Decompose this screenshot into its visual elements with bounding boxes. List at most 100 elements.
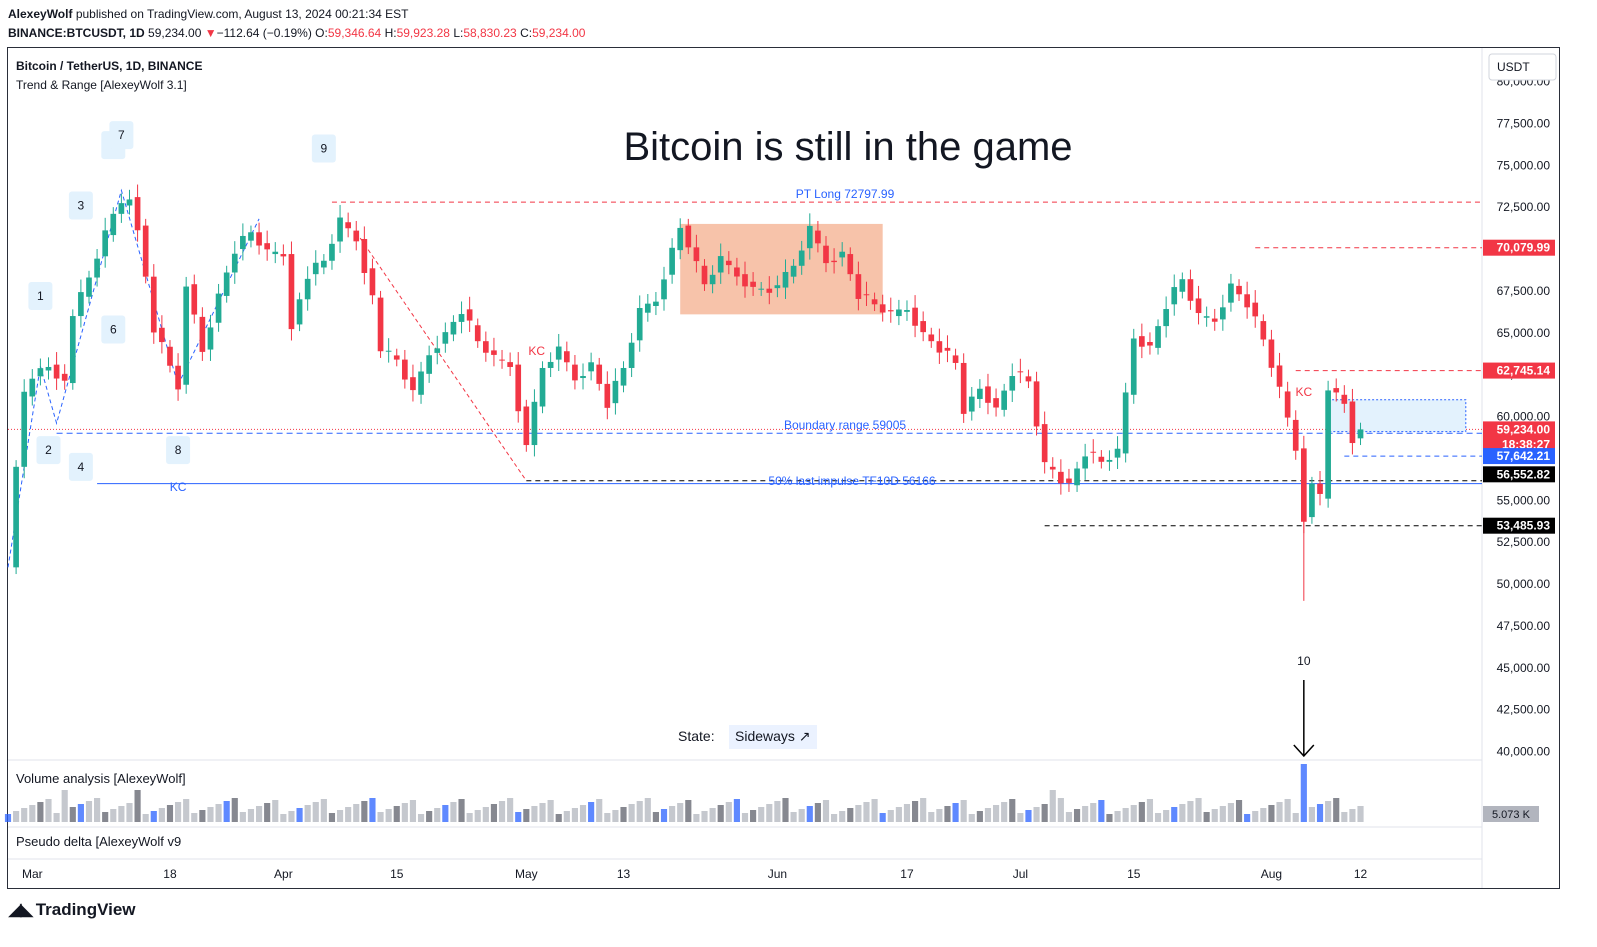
volume-bar[interactable] <box>385 809 392 822</box>
candle-body[interactable] <box>1187 279 1194 301</box>
candle-body[interactable] <box>912 307 918 326</box>
wave-path[interactable] <box>7 188 260 568</box>
volume-bar[interactable] <box>887 810 894 822</box>
candle-body[interactable] <box>985 386 991 403</box>
volume-bar[interactable] <box>1252 811 1259 822</box>
volume-bar[interactable] <box>1114 811 1121 822</box>
candle-body[interactable] <box>304 278 311 300</box>
volume-bar[interactable] <box>231 798 238 822</box>
candle-body[interactable] <box>693 247 700 262</box>
volume-bar[interactable] <box>409 800 417 822</box>
volume-bar[interactable] <box>426 811 433 822</box>
candle-body[interactable] <box>1025 376 1032 382</box>
volume-bar[interactable] <box>1268 805 1275 822</box>
candle-body[interactable] <box>393 355 400 360</box>
volume-bar[interactable] <box>29 805 36 822</box>
candle-body[interactable] <box>612 380 619 404</box>
volume-bar[interactable] <box>782 798 789 822</box>
volume-bar[interactable] <box>758 807 765 822</box>
volume-bar[interactable] <box>693 814 700 822</box>
candle-body[interactable] <box>766 288 773 293</box>
candle-body[interactable] <box>539 367 546 407</box>
volume-bar[interactable] <box>377 812 384 822</box>
candle-body[interactable] <box>580 376 586 379</box>
candle-body[interactable] <box>175 365 181 390</box>
candle-body[interactable] <box>669 247 675 275</box>
volume-bar[interactable] <box>669 806 676 822</box>
volume-bar[interactable] <box>952 803 959 822</box>
volume-bar[interactable] <box>1292 813 1299 822</box>
candle-body[interactable] <box>1139 336 1145 347</box>
candle-body[interactable] <box>782 271 789 288</box>
volume-bar[interactable] <box>369 798 376 822</box>
candle-body[interactable] <box>167 346 173 366</box>
candle-body[interactable] <box>353 230 360 242</box>
volume-bar[interactable] <box>685 800 692 822</box>
volume-bar[interactable] <box>1090 803 1097 822</box>
candle-body[interactable] <box>385 350 392 352</box>
candle-body[interactable] <box>402 359 408 380</box>
volume-bar[interactable] <box>806 806 813 822</box>
volume-bar[interactable] <box>1098 800 1105 822</box>
candle-body[interactable] <box>572 364 578 381</box>
volume-bar[interactable] <box>531 806 538 822</box>
candle-body[interactable] <box>369 268 376 296</box>
volume-bar[interactable] <box>158 808 165 822</box>
candle-body[interactable] <box>750 281 756 287</box>
candle-body[interactable] <box>248 232 254 241</box>
candle-body[interactable] <box>1114 448 1121 458</box>
candle-body[interactable] <box>863 294 870 296</box>
candle-body[interactable] <box>596 364 603 384</box>
candle-body[interactable] <box>904 310 910 312</box>
volume-bar[interactable] <box>61 790 68 822</box>
candle-body[interactable] <box>1252 302 1259 317</box>
volume-bar[interactable] <box>466 813 473 822</box>
legend-title[interactable]: Bitcoin / TetherUS, 1D, BINANCE <box>16 59 202 73</box>
candle-body[interactable] <box>1155 326 1161 348</box>
volume-bar[interactable] <box>215 804 222 822</box>
volume-bar[interactable] <box>879 813 886 822</box>
volume-bar[interactable] <box>1033 807 1040 822</box>
candle-body[interactable] <box>94 258 100 278</box>
volume-bar[interactable] <box>636 801 643 822</box>
volume-bar[interactable] <box>85 801 93 822</box>
candle-body[interactable] <box>507 362 513 367</box>
volume-bar[interactable] <box>126 803 133 822</box>
candle-body[interactable] <box>1130 338 1137 395</box>
candle-body[interactable] <box>1106 459 1113 462</box>
volume-bar[interactable] <box>515 812 522 822</box>
volume-bar[interactable] <box>94 798 101 822</box>
candle-body[interactable] <box>1203 316 1210 318</box>
volume-bar[interactable] <box>336 810 344 822</box>
candle-body[interactable] <box>1082 456 1088 469</box>
candle-body[interactable] <box>13 466 19 568</box>
candle-body[interactable] <box>410 377 416 391</box>
candle-body[interactable] <box>1244 294 1250 308</box>
candle-body[interactable] <box>231 253 238 273</box>
candle-body[interactable] <box>1066 478 1072 483</box>
candle-body[interactable] <box>491 350 497 355</box>
projection-box[interactable] <box>1327 399 1467 433</box>
candle-body[interactable] <box>321 260 327 268</box>
volume-bar[interactable] <box>417 814 425 822</box>
wave-marker[interactable] <box>36 436 61 465</box>
candle-body[interactable] <box>1033 381 1040 427</box>
candle-body[interactable] <box>1041 424 1048 463</box>
volume-bar[interactable] <box>53 813 60 822</box>
candle-body[interactable] <box>240 235 246 250</box>
candle-body[interactable] <box>960 362 967 414</box>
volume-bar[interactable] <box>547 800 554 822</box>
volume-bar[interactable] <box>717 805 724 822</box>
volume-bar[interactable] <box>741 813 749 822</box>
volume-bar[interactable] <box>191 813 198 822</box>
candle-body[interactable] <box>1171 287 1178 305</box>
candle-body[interactable] <box>126 199 133 206</box>
candle-body[interactable] <box>199 316 206 352</box>
volume-bar[interactable] <box>110 809 117 822</box>
candle-body[interactable] <box>361 238 368 273</box>
wave-marker[interactable] <box>28 281 53 310</box>
volume-bar[interactable] <box>1146 799 1154 822</box>
candle-body[interactable] <box>936 341 943 353</box>
candle-body[interactable] <box>628 342 635 368</box>
volume-bar[interactable] <box>798 809 805 822</box>
